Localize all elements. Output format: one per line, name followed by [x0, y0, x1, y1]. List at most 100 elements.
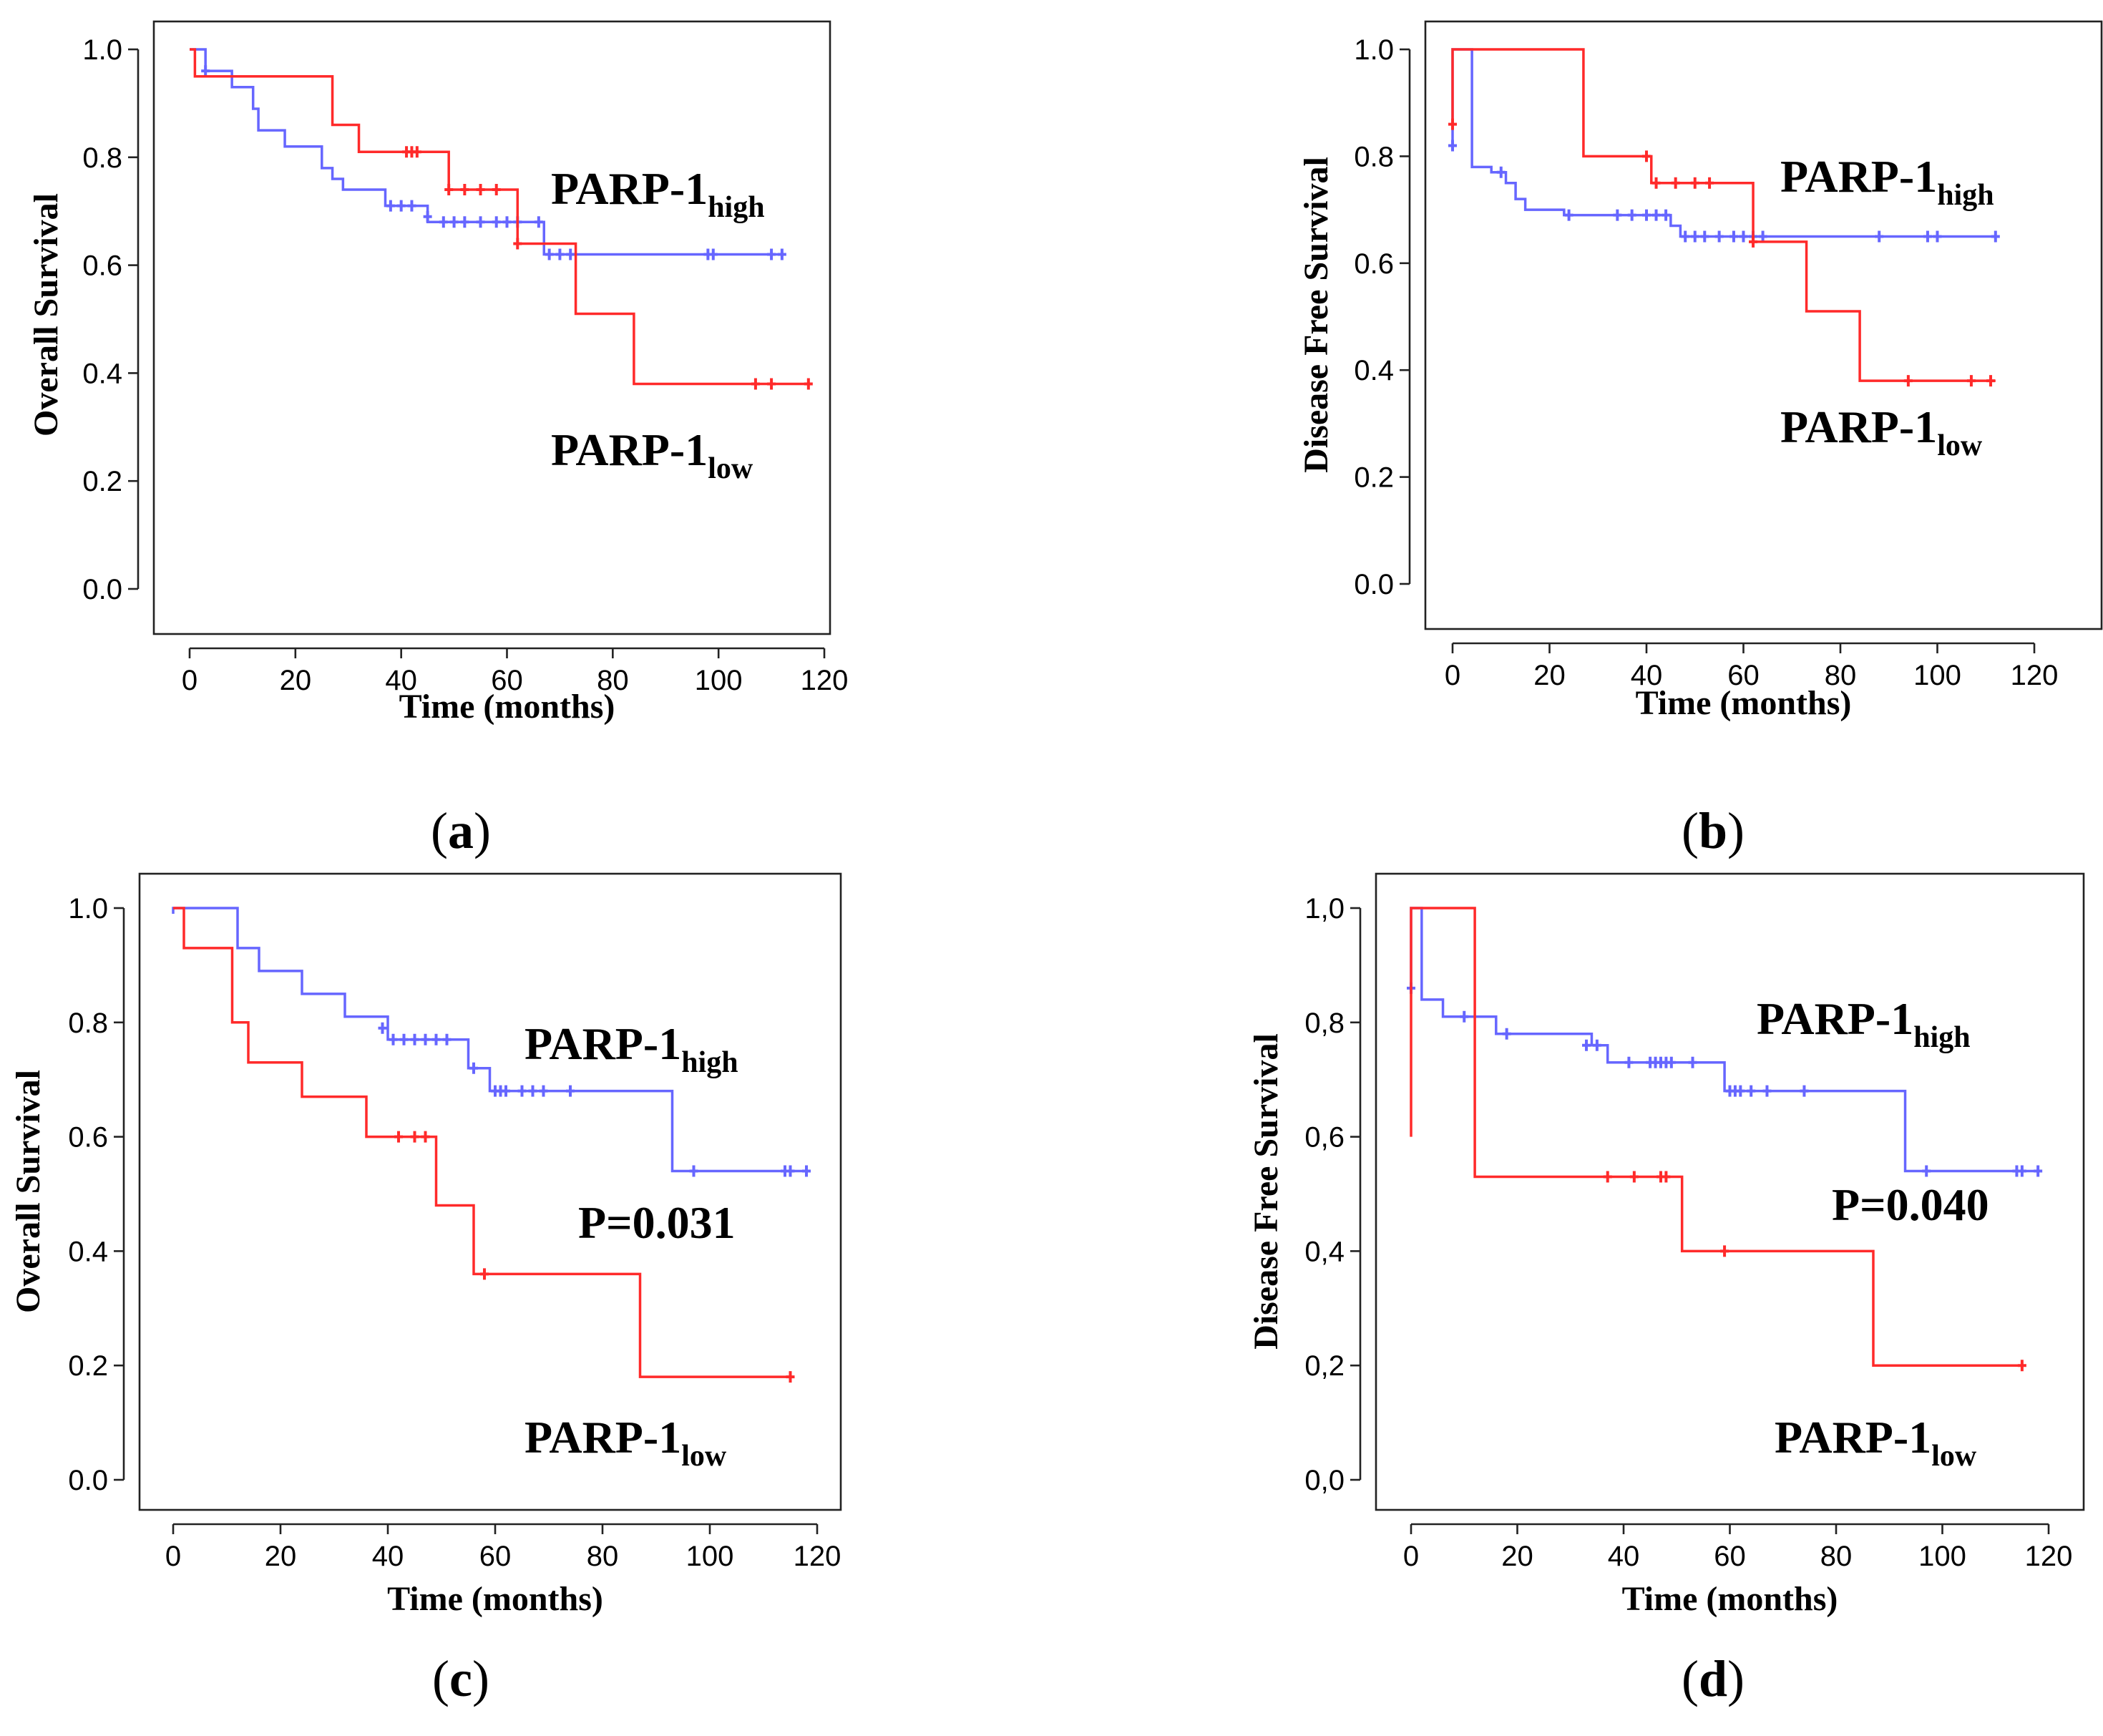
censor-mark-high [460, 216, 469, 228]
censor-mark-high [689, 1165, 698, 1177]
y-tick-label: 0.8 [68, 1008, 108, 1039]
label-parp1-high-main: PARP-1 [524, 1018, 681, 1069]
censor-mark-high [2017, 1165, 2026, 1177]
x-tick-label: 20 [265, 1541, 297, 1572]
y-tick-label: 1.0 [68, 893, 108, 925]
censor-mark-low [1705, 177, 1714, 189]
survival-curve-low [1451, 48, 1996, 382]
censor-mark-high [410, 1033, 419, 1045]
chart-panel-a: 0.0 0.2 0.4 0.6 0.8 1.0 0 20 40 60 80 100 120 Time (m… [27, 20, 849, 859]
censor-mark-low [1986, 375, 1996, 387]
censor-mark-high [1700, 230, 1709, 243]
censor-mark-high [1624, 1056, 1634, 1068]
caption-close-paren: ) [1727, 802, 1745, 859]
label-parp1-low-main: PARP-1 [1775, 1412, 1931, 1463]
label-parp1-low-main: PARP-1 [524, 1412, 681, 1463]
label-parp1-low-main: PARP-1 [551, 424, 708, 475]
p-value-label: P=0.040 [1832, 1179, 1989, 1230]
censor-mark-high [1662, 209, 1671, 221]
x-tick-label: 40 [1631, 660, 1663, 691]
x-tick-label: 80 [587, 1541, 619, 1572]
x-tick-label: 40 [372, 1541, 404, 1572]
x-tick-label: 20 [280, 665, 312, 696]
censor-mark-low [394, 1131, 403, 1143]
y-tick-label: 0.6 [82, 250, 122, 282]
censor-mark-low [421, 1131, 430, 1143]
censor-mark-low [1629, 1171, 1639, 1183]
label-parp1-low: PARP-1low [1775, 1412, 1977, 1473]
survival-curve-low [190, 48, 809, 386]
x-tick-label: 0 [182, 665, 197, 696]
y-axis-label: Overall Survival [9, 1070, 47, 1313]
censor-mark-high [1747, 1085, 1756, 1097]
y-axis-label: Disease Free Survival [1297, 157, 1335, 473]
label-parp1-low: PARP-1low [524, 1412, 727, 1473]
y-tick-label: 1,0 [1304, 893, 1345, 925]
label-parp1-low-sub: low [681, 1440, 727, 1473]
label-parp1-high-sub: high [1913, 1021, 1970, 1054]
censor-mark-high [528, 1085, 537, 1097]
y-tick-label: 0.0 [1354, 569, 1394, 600]
censor-mark-low [444, 184, 454, 196]
censor-mark-high [555, 248, 565, 260]
censor-mark-high [469, 1062, 478, 1074]
censor-mark-high [534, 216, 543, 228]
censor-mark-high [399, 1033, 409, 1045]
label-parp1-high-sub: high [681, 1046, 738, 1079]
x-tick-label: 0 [1445, 660, 1460, 691]
chart-panel-d: 0,0 0,2 0,4 0,6 0,8 1,0 0 20 40 60 80 100 120 Time (m… [1247, 872, 2085, 1707]
x-tick-label: 120 [2011, 660, 2059, 691]
censor-mark-high [1627, 209, 1636, 221]
censor-mark-low [804, 378, 813, 390]
label-parp1-low-sub: low [1931, 1440, 1977, 1473]
x-tick-label: 80 [1825, 660, 1857, 691]
censor-mark-high [386, 200, 395, 212]
x-tick-label: 120 [801, 665, 849, 696]
censor-mark-low [1603, 1171, 1612, 1183]
x-tick-label: 60 [479, 1541, 512, 1572]
censor-mark-high [1922, 1165, 1931, 1177]
censor-mark-high [431, 1033, 441, 1045]
y-tick-label: 0.2 [1354, 462, 1394, 494]
x-tick-label: 60 [1714, 1541, 1746, 1572]
censor-mark-high [1613, 209, 1622, 221]
label-parp1-high-main: PARP-1 [551, 163, 708, 214]
plot-frame [1375, 872, 2085, 1511]
x-tick-label: 100 [1913, 660, 1961, 691]
censor-mark-high [1460, 1010, 1469, 1023]
x-tick-label: 100 [1918, 1541, 1966, 1572]
p-value-label: P=0.031 [578, 1197, 736, 1248]
plot-frame [152, 20, 831, 635]
censor-mark-low [1903, 375, 1913, 387]
censor-mark-low [1720, 1245, 1729, 1257]
censor-mark-high [2034, 1165, 2043, 1177]
y-tick-label: 0,0 [1304, 1465, 1345, 1496]
censor-mark-low [1662, 1171, 1671, 1183]
x-tick-label: 0 [165, 1541, 181, 1572]
censor-mark-low [410, 1131, 419, 1143]
censor-mark-high [1933, 230, 1942, 243]
caption-open-paren: ( [432, 1650, 449, 1707]
censor-mark-high [1651, 209, 1661, 221]
censor-mark-high [1642, 209, 1651, 221]
censor-mark-low [2017, 1360, 2026, 1372]
x-tick-label: 40 [1608, 1541, 1640, 1572]
y-tick-label: 0,2 [1304, 1350, 1345, 1382]
y-tick-label: 0.8 [82, 142, 122, 174]
censor-mark-low [492, 184, 501, 196]
censor-mark-high [566, 1085, 575, 1097]
label-parp1-high-sub: high [708, 191, 764, 224]
censor-mark-high [389, 1033, 398, 1045]
censor-mark-high [517, 1085, 527, 1097]
censor-mark-high [1736, 1085, 1745, 1097]
censor-mark-high [1714, 230, 1724, 243]
y-axis-label: Disease Free Survival [1247, 1033, 1285, 1350]
censor-mark-low [1966, 375, 1976, 387]
censor-mark-high [1729, 230, 1738, 243]
y-tick-label: 0,4 [1304, 1236, 1345, 1267]
censor-mark-high [1502, 1028, 1511, 1040]
caption-close-paren: ) [474, 802, 491, 859]
censor-mark-high [396, 200, 406, 212]
x-tick-label: 100 [695, 665, 743, 696]
